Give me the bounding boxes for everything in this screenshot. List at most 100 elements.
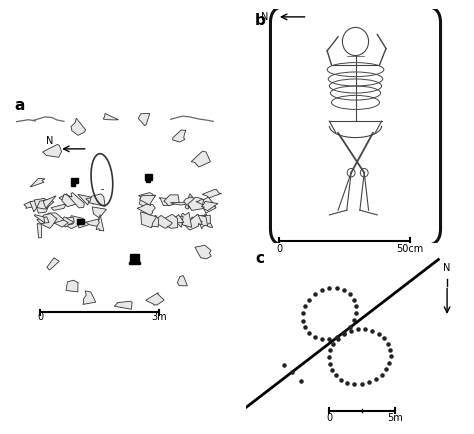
Point <box>328 366 336 373</box>
Point <box>350 296 358 303</box>
Polygon shape <box>191 151 210 167</box>
Polygon shape <box>188 197 208 210</box>
Text: 50cm: 50cm <box>396 244 424 254</box>
Polygon shape <box>184 197 199 207</box>
Polygon shape <box>78 194 91 205</box>
Polygon shape <box>92 207 106 218</box>
Text: N: N <box>443 263 451 273</box>
Point <box>387 353 394 360</box>
Text: 0: 0 <box>276 244 282 254</box>
Point <box>326 285 333 292</box>
Polygon shape <box>164 195 179 206</box>
Point <box>340 287 348 294</box>
Polygon shape <box>34 214 45 223</box>
Point <box>383 366 390 373</box>
Polygon shape <box>59 194 73 205</box>
Polygon shape <box>146 293 164 306</box>
Polygon shape <box>185 194 196 209</box>
Point <box>311 333 319 340</box>
Point <box>385 359 393 366</box>
Text: 5m: 5m <box>387 413 402 423</box>
Polygon shape <box>130 259 139 262</box>
Point <box>352 302 360 309</box>
Point <box>375 330 383 337</box>
Polygon shape <box>37 217 49 224</box>
Point <box>372 376 380 383</box>
Point <box>386 346 394 353</box>
Point <box>362 326 369 333</box>
Polygon shape <box>149 195 155 203</box>
Polygon shape <box>140 195 155 206</box>
Point <box>347 328 355 335</box>
Polygon shape <box>49 216 68 227</box>
Polygon shape <box>196 215 210 226</box>
Polygon shape <box>66 280 78 292</box>
Polygon shape <box>71 178 78 183</box>
Polygon shape <box>196 200 211 208</box>
Point <box>365 379 373 386</box>
Polygon shape <box>146 180 151 182</box>
Polygon shape <box>77 219 84 224</box>
Point <box>305 296 313 303</box>
Text: c: c <box>255 251 264 266</box>
Point <box>378 372 385 378</box>
Polygon shape <box>184 214 202 230</box>
Point <box>299 310 306 317</box>
Point <box>346 324 354 331</box>
Polygon shape <box>130 253 138 259</box>
Point <box>329 341 337 348</box>
Point <box>289 369 296 376</box>
Point <box>344 379 351 386</box>
Polygon shape <box>47 258 59 270</box>
Point <box>305 329 313 336</box>
Polygon shape <box>30 198 44 212</box>
Text: N: N <box>261 12 268 22</box>
Point <box>325 354 333 361</box>
Polygon shape <box>34 198 48 213</box>
Polygon shape <box>172 216 183 227</box>
Point <box>297 378 305 385</box>
Text: a: a <box>14 98 25 113</box>
Polygon shape <box>141 212 156 228</box>
Polygon shape <box>30 178 45 187</box>
Polygon shape <box>202 189 221 198</box>
Polygon shape <box>197 215 208 229</box>
Polygon shape <box>177 276 187 286</box>
Polygon shape <box>159 198 175 206</box>
Point <box>299 317 306 324</box>
Polygon shape <box>60 217 74 225</box>
Polygon shape <box>77 219 88 228</box>
Point <box>327 347 334 354</box>
Polygon shape <box>148 215 159 227</box>
Point <box>358 381 365 388</box>
Polygon shape <box>45 213 64 226</box>
Polygon shape <box>90 194 105 206</box>
Point <box>326 360 333 367</box>
Point <box>333 285 341 292</box>
Point <box>384 340 392 347</box>
Polygon shape <box>86 196 102 204</box>
Point <box>318 335 326 342</box>
Polygon shape <box>189 217 202 227</box>
Text: 0: 0 <box>326 413 332 423</box>
Polygon shape <box>171 202 187 205</box>
Polygon shape <box>68 193 84 208</box>
Point <box>280 362 287 369</box>
Polygon shape <box>71 183 74 186</box>
Point <box>369 327 376 334</box>
Polygon shape <box>181 212 191 227</box>
Text: 3m: 3m <box>151 312 166 322</box>
Polygon shape <box>58 217 73 227</box>
Polygon shape <box>202 197 216 213</box>
Polygon shape <box>43 144 62 157</box>
Polygon shape <box>114 301 132 309</box>
Point <box>318 287 326 294</box>
Point <box>351 381 358 388</box>
Polygon shape <box>129 262 140 264</box>
Polygon shape <box>83 291 96 304</box>
Polygon shape <box>199 214 213 227</box>
Polygon shape <box>145 174 152 180</box>
Polygon shape <box>169 214 184 224</box>
Text: 0: 0 <box>37 312 43 322</box>
Polygon shape <box>155 215 173 228</box>
